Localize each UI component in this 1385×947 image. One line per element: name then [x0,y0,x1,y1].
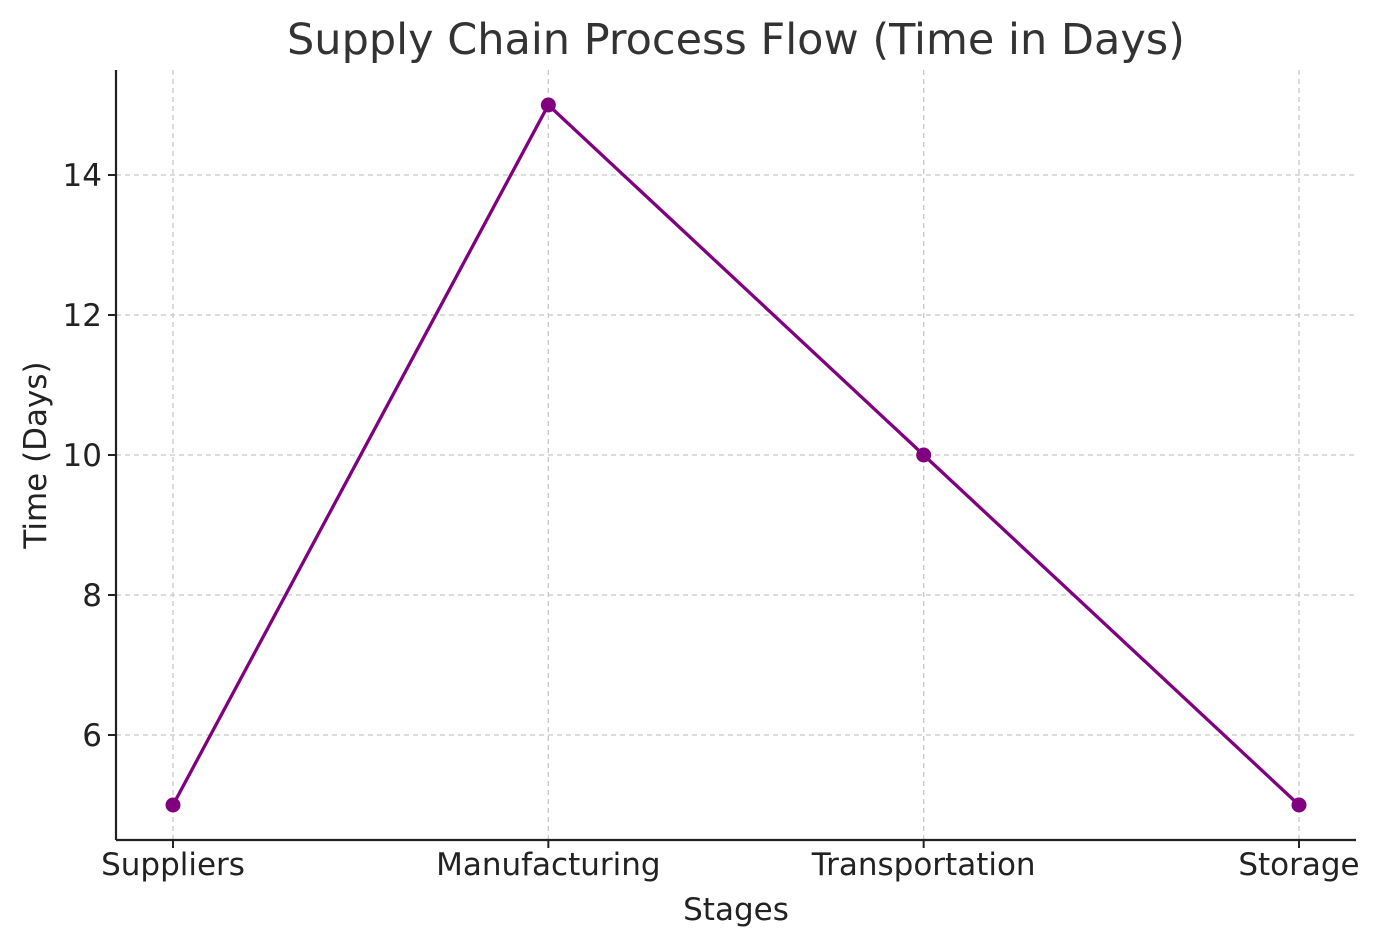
y-tick-labels: 6 8 10 12 14 [63,158,102,754]
y-axis-label: Time (Days) [18,361,54,549]
x-tick-label: Manufacturing [436,847,660,883]
data-point [1291,797,1307,813]
y-tick-label: 10 [63,438,102,474]
x-tick-label: Transportation [811,847,1036,883]
data-point [540,97,556,113]
x-axis-label: Stages [683,892,789,928]
tick-marks [108,174,1300,848]
x-tick-label: Suppliers [101,847,245,883]
data-point [165,797,181,813]
series-line [171,103,1301,807]
y-tick-label: 14 [63,158,102,194]
chart-title: Supply Chain Process Flow (Time in Days) [287,15,1185,65]
y-tick-label: 6 [82,718,102,754]
x-tick-label: Storage [1238,847,1359,883]
grid [116,70,1356,840]
y-tick-label: 12 [63,298,102,334]
data-point [916,447,932,463]
series-layer [165,97,1307,813]
y-tick-label: 8 [82,578,102,614]
x-tick-labels: Suppliers Manufacturing Transportation Stor… [101,847,1360,883]
